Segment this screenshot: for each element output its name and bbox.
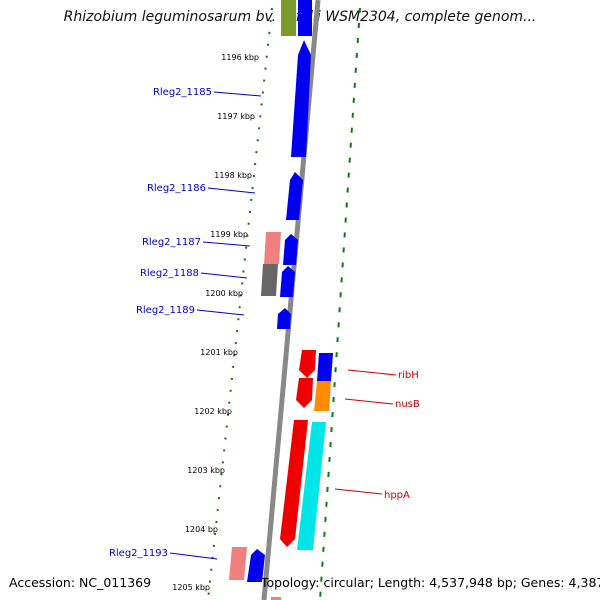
gene-labels: Rleg2_1185 Rleg2_1186 Rleg2_1187 Rleg2_1…: [109, 87, 420, 560]
gene-label-rleg2-1188[interactable]: Rleg2_1188: [140, 268, 199, 279]
gene-rleg2-1185[interactable]: [291, 40, 311, 157]
gene-label-hppA[interactable]: hppA: [384, 490, 410, 501]
gene-nusB[interactable]: [314, 381, 331, 411]
gene-bottom-partial: [271, 597, 281, 600]
leader-line: [334, 488, 383, 495]
leader-line: [213, 91, 262, 97]
tick-label: 1197 kbp: [217, 112, 255, 121]
gene-ribH[interactable]: [299, 350, 316, 378]
leader-line: [347, 369, 397, 376]
accession-info: Accession: NC_011369: [9, 575, 152, 590]
gene-olive-top: [281, 0, 296, 36]
gene-label-rleg2-1185[interactable]: Rleg2_1185: [153, 87, 212, 98]
tick-label: 1196 kbp: [221, 53, 259, 62]
gene-rleg2-1193-arrow[interactable]: [247, 549, 265, 582]
gene-label-rleg2-1193[interactable]: Rleg2_1193: [109, 548, 168, 559]
leader-line: [202, 241, 251, 247]
gene-label-rleg2-1189[interactable]: Rleg2_1189: [136, 305, 195, 316]
leader-line: [196, 309, 245, 316]
gene-rleg2-1188: [261, 264, 278, 296]
genome-backbone: [261, 0, 321, 600]
leader-line: [344, 398, 394, 405]
gene-label-ribH[interactable]: ribH: [398, 370, 419, 381]
gene-rleg2-1186[interactable]: [286, 172, 303, 220]
gene-label-nusB[interactable]: nusB: [395, 399, 420, 410]
gene-blue-top: [298, 0, 312, 36]
gene-hppA[interactable]: [297, 422, 326, 550]
ruler-ticks: 1196 kbp 1197 kbp 1198 kbp 1199 kbp 1200…: [172, 53, 259, 592]
gene-rleg2-1193: [229, 547, 247, 580]
gene-label-rleg2-1186[interactable]: Rleg2_1186: [147, 183, 206, 194]
gene-rleg2-1189[interactable]: [277, 308, 291, 329]
tick-label: 1204 bp: [185, 525, 218, 534]
tick-label: 1201 kbp: [200, 348, 238, 357]
tick-label: 1202 kbp: [194, 407, 232, 416]
gene-label-rleg2-1187[interactable]: Rleg2_1187: [142, 237, 201, 248]
leader-line: [207, 187, 256, 194]
leader-line: [200, 272, 248, 279]
leader-line: [169, 552, 218, 560]
gene-hppA-red[interactable]: [280, 420, 308, 547]
tick-label: 1198 kbp: [214, 171, 252, 180]
outer-dotted-guide: [319, 7, 361, 600]
gene-rleg2-1187-arrow[interactable]: [283, 234, 298, 265]
tick-label: 1199 kbp: [210, 230, 248, 239]
gene-ribH-partner: [317, 353, 333, 381]
tick-label: 1205 kbp: [172, 583, 210, 592]
gene-rleg2-1187: [264, 232, 281, 264]
tick-label: 1203 kbp: [187, 466, 225, 475]
inner-dotted-guide: [207, 7, 273, 600]
tick-label: 1200 kbp: [205, 289, 243, 298]
gene-nusB-red[interactable]: [296, 378, 313, 408]
topology-info: Topology: circular; Length: 4,537,948 bp…: [261, 575, 600, 590]
gene-rleg2-1188-arrow[interactable]: [280, 266, 295, 297]
